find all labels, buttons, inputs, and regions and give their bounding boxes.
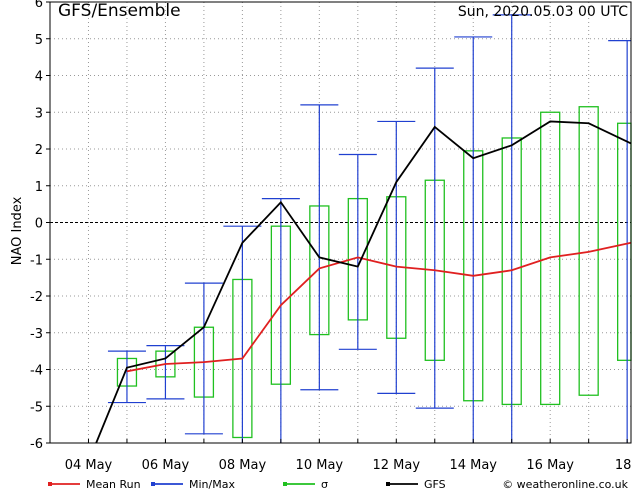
x-tick-label: 08 May xyxy=(219,458,267,473)
legend-sigma-label: σ xyxy=(321,478,328,490)
x-ticks-layer: 04 May 06 May 08 May 10 May 12 May 14 May 16 M… xyxy=(65,439,632,473)
y-axis-label: NAO Index xyxy=(10,196,25,265)
y-tick-label: -2 xyxy=(30,290,43,305)
x-tick-label: 16 May xyxy=(526,458,574,473)
y-tick-label: -1 xyxy=(30,253,43,268)
minmax-whiskers-layer xyxy=(107,14,631,443)
gfs-line xyxy=(95,120,632,444)
y-tick-label: 3 xyxy=(35,106,43,121)
sigma-boxes-layer xyxy=(116,106,632,439)
legend-gfs-marker xyxy=(386,482,390,486)
sigma-box xyxy=(617,122,632,361)
y-tick-label: 2 xyxy=(35,143,43,158)
legend-mean-run-label: Mean Run xyxy=(86,478,141,490)
series-lines-layer xyxy=(95,120,632,444)
chart-title: GFS/Ensemble xyxy=(58,1,181,21)
x-tick-label: 14 May xyxy=(449,458,497,473)
y-tick-label: 1 xyxy=(35,180,43,195)
x-tick-label: 04 May xyxy=(65,458,113,473)
y-tick-label: 4 xyxy=(35,70,43,85)
y-tick-label: -6 xyxy=(30,437,43,452)
y-tick-label: 0 xyxy=(35,217,43,232)
x-tick-label: 10 May xyxy=(296,458,344,473)
y-tick-label: -5 xyxy=(30,400,43,415)
y-tick-label: 5 xyxy=(35,33,43,48)
x-tick-label: 12 May xyxy=(373,458,421,473)
x-tick-label: 06 May xyxy=(142,458,190,473)
legend-sigma-marker xyxy=(283,482,287,486)
sigma-box xyxy=(578,106,599,396)
y-tick-label: -4 xyxy=(30,364,43,379)
forecast-date: Sun, 2020.05.03 00 UTC xyxy=(458,4,628,20)
legend-min-max-marker xyxy=(151,482,155,486)
copyright-text: © weatheronline.co.uk xyxy=(502,478,628,490)
legend-min-max-label: Min/Max xyxy=(189,478,235,490)
y-tick-label: 6 xyxy=(35,0,43,11)
sigma-box xyxy=(540,111,561,406)
x-tick-label: 18 xyxy=(615,458,632,473)
y-tick-label: -3 xyxy=(30,327,43,342)
legend-gfs-label: GFS xyxy=(424,478,446,490)
legend-mean-run-marker xyxy=(48,482,52,486)
y-ticks-layer: -6 -5 -4 -3 -2 -1 0 1 2 3 4 5 6 xyxy=(30,0,50,452)
legend: Mean Run Min/Max σ GFS xyxy=(48,478,446,490)
mean-run-line xyxy=(126,241,632,373)
